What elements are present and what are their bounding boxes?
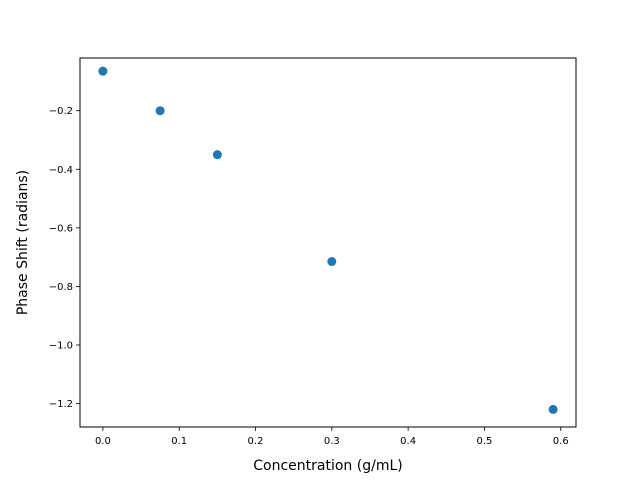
data-point [98, 66, 108, 76]
y-tick-label: −0.2 [49, 106, 73, 117]
data-point [212, 150, 222, 160]
data-point [155, 106, 165, 116]
x-tick-label: 0.2 [248, 436, 264, 447]
x-tick-label: 0.1 [171, 436, 187, 447]
y-tick-label: −0.8 [49, 282, 73, 293]
data-point [327, 257, 337, 267]
x-axis-label: Concentration (g/mL) [253, 458, 402, 474]
x-tick-label: 0.6 [553, 436, 569, 447]
y-tick-label: −0.6 [49, 223, 73, 234]
data-points [98, 66, 558, 414]
x-tick-label: 0.5 [476, 436, 492, 447]
plot-frame [79, 57, 577, 428]
y-axis-ticks: −0.2 −0.4 −0.6 −0.8 −1.0 −1.2 [49, 106, 80, 410]
x-axis-ticks: 0.0 0.1 0.2 0.3 0.4 0.5 0.6 [95, 427, 569, 447]
y-tick-label: −0.4 [49, 165, 73, 176]
y-axis-label: Phase Shift (radians) [15, 170, 31, 315]
x-tick-label: 0.0 [95, 436, 111, 447]
y-tick-label: −1.0 [49, 341, 73, 352]
data-point [548, 404, 558, 414]
x-tick-label: 0.3 [324, 436, 340, 447]
y-tick-label: −1.2 [49, 399, 73, 410]
x-tick-label: 0.4 [400, 436, 416, 447]
